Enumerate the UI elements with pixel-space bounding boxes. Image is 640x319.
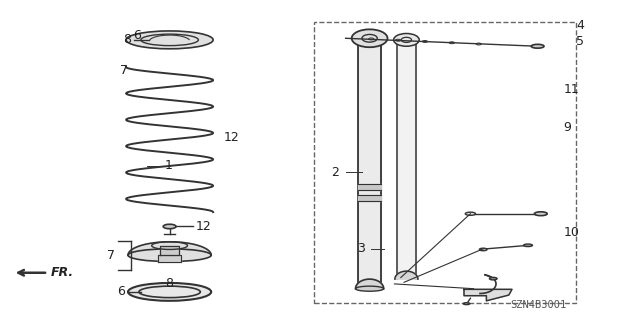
Text: 6: 6 xyxy=(133,29,141,41)
Ellipse shape xyxy=(534,212,547,216)
Ellipse shape xyxy=(394,33,419,46)
Text: 3: 3 xyxy=(357,242,365,255)
Ellipse shape xyxy=(465,212,476,215)
Text: 12: 12 xyxy=(195,220,211,233)
Ellipse shape xyxy=(524,244,532,247)
Ellipse shape xyxy=(126,31,213,49)
Text: 2: 2 xyxy=(332,166,339,179)
Text: FR.: FR. xyxy=(51,266,74,279)
Text: 7: 7 xyxy=(107,249,115,262)
Text: 6: 6 xyxy=(117,286,125,298)
Polygon shape xyxy=(395,271,418,279)
Polygon shape xyxy=(358,41,381,289)
Polygon shape xyxy=(160,246,179,255)
Ellipse shape xyxy=(531,44,544,48)
Ellipse shape xyxy=(352,29,388,47)
Text: 11: 11 xyxy=(563,83,579,96)
Text: 7: 7 xyxy=(120,64,128,77)
Bar xyxy=(314,22,576,303)
Text: 8: 8 xyxy=(123,33,131,46)
Polygon shape xyxy=(128,242,211,255)
Text: 8: 8 xyxy=(165,278,173,290)
Ellipse shape xyxy=(356,286,384,291)
Polygon shape xyxy=(464,289,512,301)
Ellipse shape xyxy=(490,277,497,280)
Text: 5: 5 xyxy=(576,35,584,48)
Ellipse shape xyxy=(128,283,211,301)
Ellipse shape xyxy=(463,303,470,305)
Text: 12: 12 xyxy=(224,131,240,144)
Polygon shape xyxy=(158,255,181,262)
Text: 4: 4 xyxy=(576,19,584,32)
Ellipse shape xyxy=(163,224,176,229)
Text: 1: 1 xyxy=(165,160,173,172)
Ellipse shape xyxy=(128,249,211,262)
Polygon shape xyxy=(356,279,384,289)
Ellipse shape xyxy=(479,248,487,251)
Polygon shape xyxy=(397,41,416,279)
Polygon shape xyxy=(358,184,381,190)
Text: SZN4B3001: SZN4B3001 xyxy=(510,300,566,310)
Text: 9: 9 xyxy=(563,121,571,134)
Polygon shape xyxy=(358,195,381,201)
Text: 10: 10 xyxy=(563,226,579,239)
